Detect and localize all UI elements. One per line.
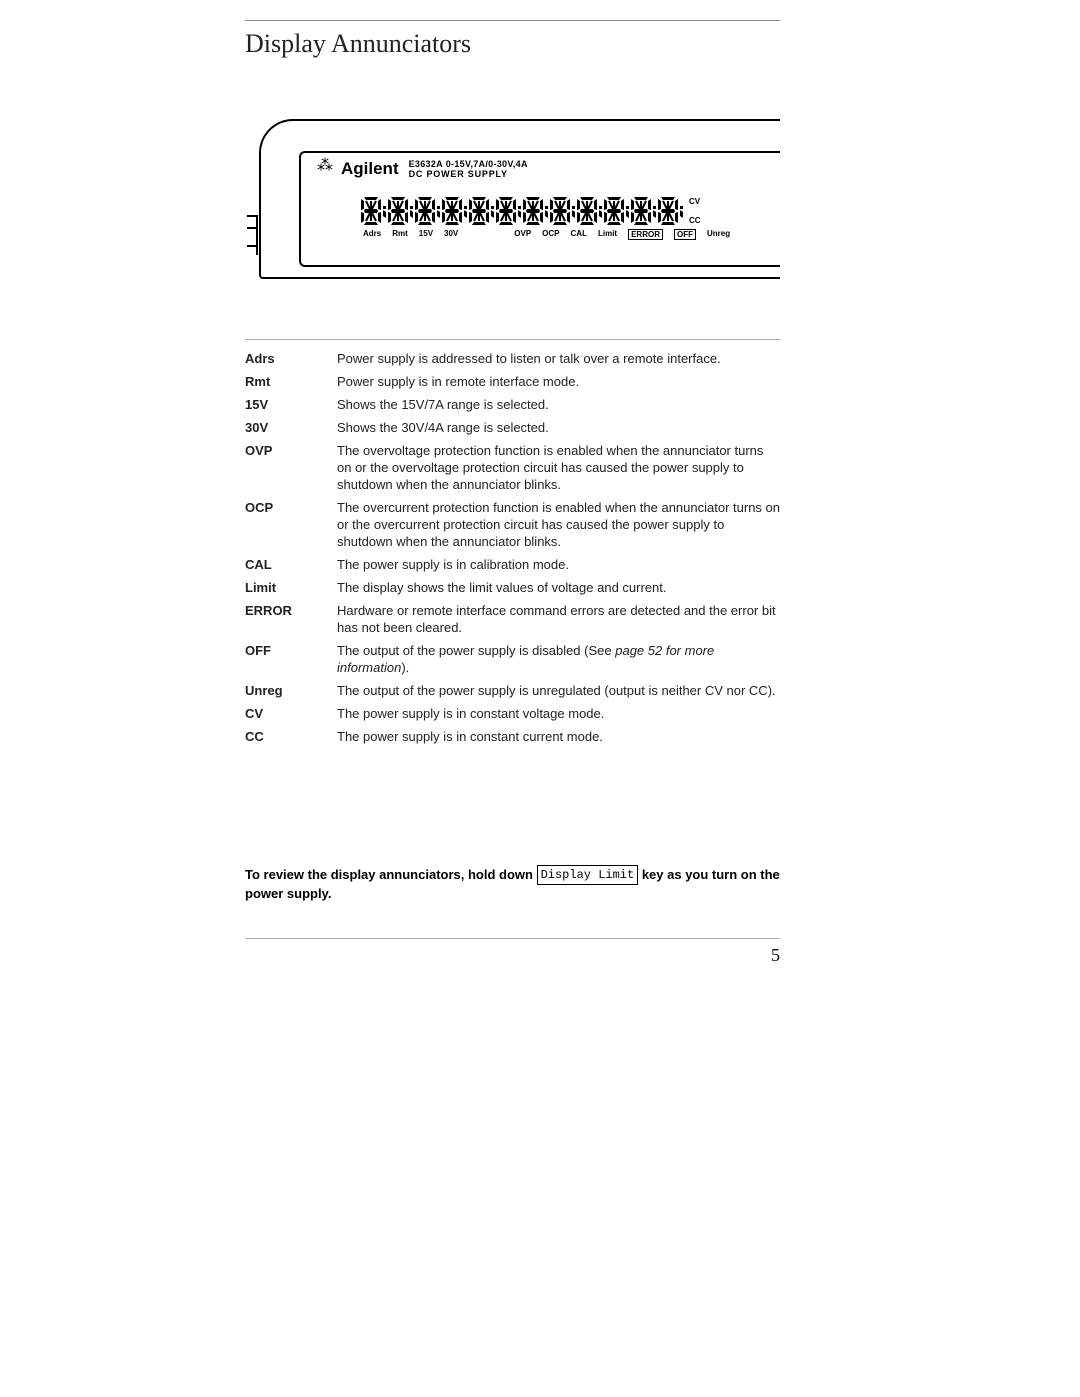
lcd-separator [383,206,386,217]
spark-icon: ⁂ [317,159,331,173]
annunciator-limit: Limit [598,229,617,240]
lcd-separator [410,206,413,217]
lcd-digit [469,197,489,225]
term-ovp: OVP [245,442,337,493]
lcd-separator [572,206,575,217]
term-adrs: Adrs [245,350,337,367]
side-labels: CV CC [689,197,701,225]
lcd-digit [631,197,651,225]
page-title: Display Annunciators [245,29,780,59]
model-subtitle: DC POWER SUPPLY [409,169,508,179]
term-30v: 30V [245,419,337,436]
brand-label: Agilent [341,159,399,179]
lcd-separator [437,206,440,217]
term-ocp: OCP [245,499,337,550]
annunciator-unreg: Unreg [707,229,730,240]
desc-off: The output of the power supply is disabl… [337,642,780,676]
mid-rule [245,339,780,340]
bottom-rule [245,938,780,939]
desc-15v: Shows the 15V/7A range is selected. [337,396,780,413]
lcd-digit [658,197,678,225]
desc-cv: The power supply is in constant voltage … [337,705,780,722]
annunciator-15v: 15V [419,229,433,240]
desc-rmt: Power supply is in remote interface mode… [337,373,780,390]
model-block: E3632A 0-15V,7A/0-30V,4A DC POWER SUPPLY [409,159,528,179]
annunciator-cal: CAL [571,229,587,240]
annunciator-row: Adrs Rmt 15V 30V OVP OCP CAL Limit ERROR OFF Unreg [363,229,770,240]
page-number: 5 [245,945,780,966]
desc-error: Hardware or remote interface command err… [337,602,780,636]
lcd-digit [604,197,624,225]
desc-adrs: Power supply is addressed to listen or t… [337,350,780,367]
keycap-display-limit: Display Limit [537,865,639,885]
desc-limit: The display shows the limit values of vo… [337,579,780,596]
term-error: ERROR [245,602,337,636]
term-unreg: Unreg [245,682,337,699]
annunciator-rmt: Rmt [392,229,408,240]
annunciator-ovp: OVP [514,229,531,240]
lcd-separator [545,206,548,217]
lcd-digit [361,197,381,225]
term-cal: CAL [245,556,337,573]
annunciator-error: ERROR [628,229,663,240]
annunciator-ocp: OCP [542,229,559,240]
lcd-separator [680,206,683,217]
desc-cal: The power supply is in calibration mode. [337,556,780,573]
definitions-table: AdrsPower supply is addressed to listen … [245,350,780,745]
term-limit: Limit [245,579,337,596]
desc-unreg: The output of the power supply is unregu… [337,682,780,699]
lcd-panel: ⁂ Agilent E3632A 0-15V,7A/0-30V,4A DC PO… [299,151,780,267]
top-rule [245,20,780,21]
device-illustration: ⁂ Agilent E3632A 0-15V,7A/0-30V,4A DC PO… [245,119,780,279]
desc-ocp: The overcurrent protection function is e… [337,499,780,550]
lcd-separator [599,206,602,217]
left-bracket [247,215,257,255]
term-rmt: Rmt [245,373,337,390]
side-label-cc: CC [689,216,701,225]
lcd-separator [491,206,494,217]
desc-ovp: The overvoltage protection function is e… [337,442,780,493]
annunciator-30v: 30V [444,229,458,240]
term-off: OFF [245,642,337,676]
side-label-cv: CV [689,197,701,206]
lcd-separator [518,206,521,217]
desc-30v: Shows the 30V/4A range is selected. [337,419,780,436]
review-note: To review the display annunciators, hold… [245,865,780,903]
lcd-digit [415,197,435,225]
lcd-digit [577,197,597,225]
annunciator-off: OFF [674,229,696,240]
term-cv: CV [245,705,337,722]
lcd-separator [626,206,629,217]
lcd-separator [464,206,467,217]
term-15v: 15V [245,396,337,413]
model-spec: 0-15V,7A/0-30V,4A [446,159,528,169]
digits-row: CV CC [361,197,770,225]
lcd-digit [442,197,462,225]
model-number: E3632A [409,159,443,169]
desc-cc: The power supply is in constant current … [337,728,780,745]
annunciator-adrs: Adrs [363,229,381,240]
term-cc: CC [245,728,337,745]
lcd-digit [496,197,516,225]
lcd-digit [388,197,408,225]
lcd-separator [653,206,656,217]
brand-row: ⁂ Agilent E3632A 0-15V,7A/0-30V,4A DC PO… [317,159,770,179]
lcd-digit [523,197,543,225]
note-pre: To review the display annunciators, hold… [245,867,537,882]
lcd-digit [550,197,570,225]
